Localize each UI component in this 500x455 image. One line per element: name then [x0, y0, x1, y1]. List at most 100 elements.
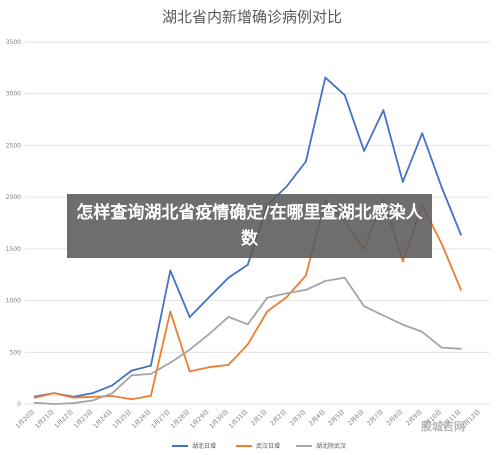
x-tick-label: 1月23日 [73, 408, 95, 430]
headline-text: 怎样查询湖北省疫情确定/在哪里查湖北感染人数 [76, 203, 423, 249]
data-point [440, 186, 443, 189]
data-point [72, 396, 75, 399]
data-point [33, 396, 36, 399]
y-axis-ticks: 0 500 1000 1500 2000 2500 3000 3500 [6, 39, 21, 408]
data-point [150, 364, 152, 367]
data-point [305, 274, 307, 277]
y-tick-label: 3000 [6, 91, 21, 98]
legend-label: 湖北除武汉 [316, 442, 346, 450]
legend-label: 武汉日增 [256, 442, 280, 450]
data-point [363, 305, 365, 308]
chart-title: 湖北省内新增确诊病例对比 [162, 8, 342, 26]
data-point [401, 181, 404, 183]
x-tick-label: 1月28日 [170, 408, 192, 430]
legend-label: 湖北日增 [192, 442, 216, 450]
data-point [324, 76, 327, 79]
series-lines [33, 76, 462, 405]
data-point [91, 395, 94, 398]
data-point [130, 398, 133, 401]
y-tick-label: 0 [17, 401, 21, 408]
x-tick-label: 2月2日 [269, 408, 288, 427]
data-point [305, 160, 307, 163]
x-tick-label: 2月5日 [327, 408, 346, 427]
y-tick-label: 3500 [6, 39, 21, 46]
data-point [150, 394, 152, 397]
data-point [169, 310, 172, 313]
data-point [401, 323, 404, 326]
x-tick-label: 1月31日 [228, 408, 250, 430]
data-point [111, 392, 114, 395]
data-point [382, 109, 385, 112]
data-point [188, 348, 191, 351]
data-point [246, 323, 249, 326]
x-tick-label: 1月25日 [111, 408, 133, 430]
x-tick-label: 2月6日 [347, 408, 366, 427]
y-tick-label: 1500 [6, 246, 21, 253]
data-point [227, 316, 230, 318]
data-point [72, 402, 75, 405]
data-point [460, 288, 462, 291]
data-point [111, 384, 114, 387]
data-point [440, 346, 443, 349]
series-line-2 [34, 276, 461, 405]
data-point [53, 403, 55, 405]
headline-overlay: 怎样查询湖北省疫情确定/在哪里查湖北感染人数 [67, 194, 432, 258]
data-point [324, 280, 327, 282]
data-point [169, 361, 172, 364]
x-tick-label: 2月3日 [289, 408, 308, 427]
watermark: 股城吉网 [421, 420, 465, 433]
y-tick-label: 500 [10, 349, 22, 356]
data-point [363, 150, 365, 152]
x-tick-label: 1月29日 [189, 408, 211, 430]
data-point [401, 260, 404, 263]
x-tick-label: 2月1日 [250, 408, 269, 427]
x-tick-label: 2月8日 [385, 408, 404, 427]
x-tick-label: 1月27日 [150, 408, 172, 430]
y-tick-label: 2500 [6, 142, 21, 149]
data-point [285, 292, 288, 295]
data-point [188, 370, 191, 373]
data-point [246, 263, 249, 266]
data-point [53, 392, 55, 395]
y-tick-label: 2000 [6, 194, 21, 201]
x-tick-label: 1月22日 [53, 408, 75, 430]
data-point [150, 373, 152, 375]
data-point [208, 333, 210, 335]
x-tick-label: 2月7日 [366, 408, 385, 427]
data-point [227, 364, 230, 366]
data-point [421, 331, 424, 333]
data-point [440, 242, 443, 245]
data-point [343, 276, 346, 279]
data-point [382, 314, 385, 317]
x-tick-label: 1月26日 [131, 408, 153, 430]
x-tick-label: 1月24日 [92, 408, 114, 430]
data-point [208, 296, 210, 299]
data-point [266, 310, 269, 313]
data-point [91, 392, 94, 395]
x-axis-ticks: 1月20日1月21日1月22日1月23日1月24日1月25日1月26日1月27日… [15, 408, 482, 430]
data-point [305, 289, 307, 291]
data-point [227, 276, 230, 279]
data-point [208, 366, 210, 369]
x-tick-label: 1月21日 [34, 408, 56, 430]
data-point [246, 343, 249, 346]
data-point [285, 185, 288, 188]
x-tick-label: 1月20日 [15, 408, 37, 430]
data-point [421, 132, 424, 135]
data-point [169, 269, 172, 272]
data-point [111, 395, 114, 397]
data-point [33, 401, 36, 404]
data-point [343, 94, 346, 96]
y-tick-label: 1000 [6, 298, 21, 305]
data-point [130, 374, 133, 377]
data-point [266, 296, 269, 299]
data-point [285, 296, 288, 299]
data-point [460, 233, 462, 236]
data-point [130, 369, 133, 372]
data-point [188, 316, 191, 319]
data-point [460, 347, 462, 350]
x-tick-label: 1月30日 [208, 408, 230, 430]
data-point [91, 399, 94, 402]
legend: 湖北日增 武汉日增 湖北除武汉 [172, 442, 346, 450]
x-tick-label: 2月4日 [308, 408, 327, 427]
